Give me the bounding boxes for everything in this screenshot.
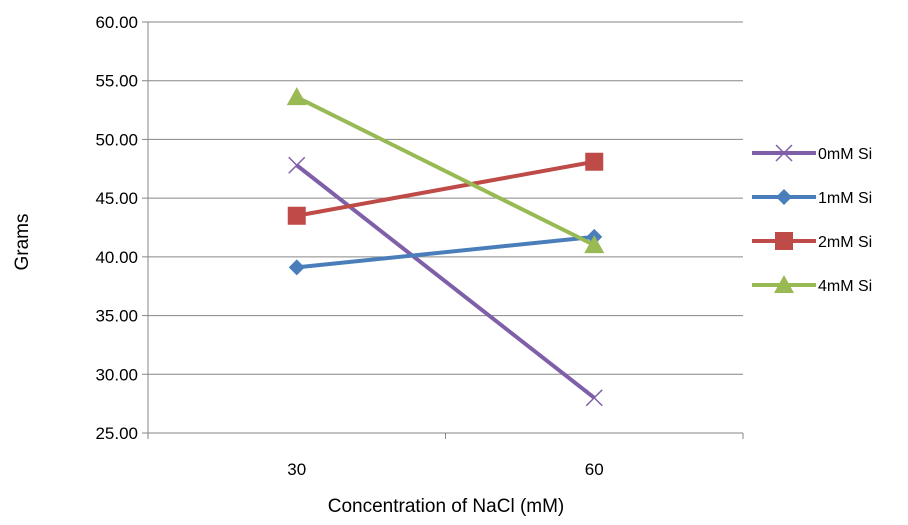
legend-label: 2mM Si <box>818 234 872 251</box>
y-tick-label: 60.00 <box>95 13 138 32</box>
y-tick-label: 45.00 <box>95 189 138 208</box>
y-tick-label: 30.00 <box>95 365 138 384</box>
legend: 0mM Si 1mM Si 2mM Si 4mM Si <box>752 144 872 295</box>
y-tick-label: 55.00 <box>95 72 138 91</box>
legend-item: 4mM Si <box>752 275 872 295</box>
legend-item: 1mM Si <box>752 189 872 207</box>
marker-stroke <box>585 389 603 407</box>
data-point <box>288 156 306 174</box>
legend-marker <box>776 189 792 205</box>
data-point <box>286 87 307 106</box>
gridlines <box>148 21 743 434</box>
legend-item: 2mM Si <box>752 232 872 251</box>
y-tick-label: 35.00 <box>95 307 138 326</box>
legend-label: 0mM Si <box>818 146 872 163</box>
legend-marker <box>775 232 793 250</box>
marker-stroke <box>775 144 793 162</box>
series-lines <box>286 87 605 407</box>
x-axis-title: Concentration of NaCl (mM) <box>328 496 565 517</box>
series-line <box>296 159 595 218</box>
marker-stroke <box>288 156 306 174</box>
legend-marker <box>775 144 793 162</box>
x-tick-label: 60 <box>585 460 604 479</box>
legend-marker <box>774 275 794 293</box>
series-line <box>296 234 595 270</box>
x-tick-label: 30 <box>287 460 306 479</box>
data-point <box>288 259 305 276</box>
data-point <box>585 389 603 407</box>
data-point <box>287 206 306 225</box>
data-point <box>585 152 604 171</box>
series-line <box>295 95 596 247</box>
y-axis-title: Grams <box>12 214 33 271</box>
axes: 25.00 30.00 35.00 40.00 45.00 50.00 55.00 60.00… <box>95 13 744 479</box>
series-line <box>295 163 596 400</box>
data-point <box>584 235 605 254</box>
y-tick-label: 25.00 <box>95 424 138 443</box>
legend-label: 1mM Si <box>818 190 872 207</box>
y-tick-label: 50.00 <box>95 130 138 149</box>
y-tick-label: 40.00 <box>95 248 138 267</box>
legend-item: 0mM Si <box>752 144 872 163</box>
legend-label: 4mM Si <box>818 278 872 295</box>
